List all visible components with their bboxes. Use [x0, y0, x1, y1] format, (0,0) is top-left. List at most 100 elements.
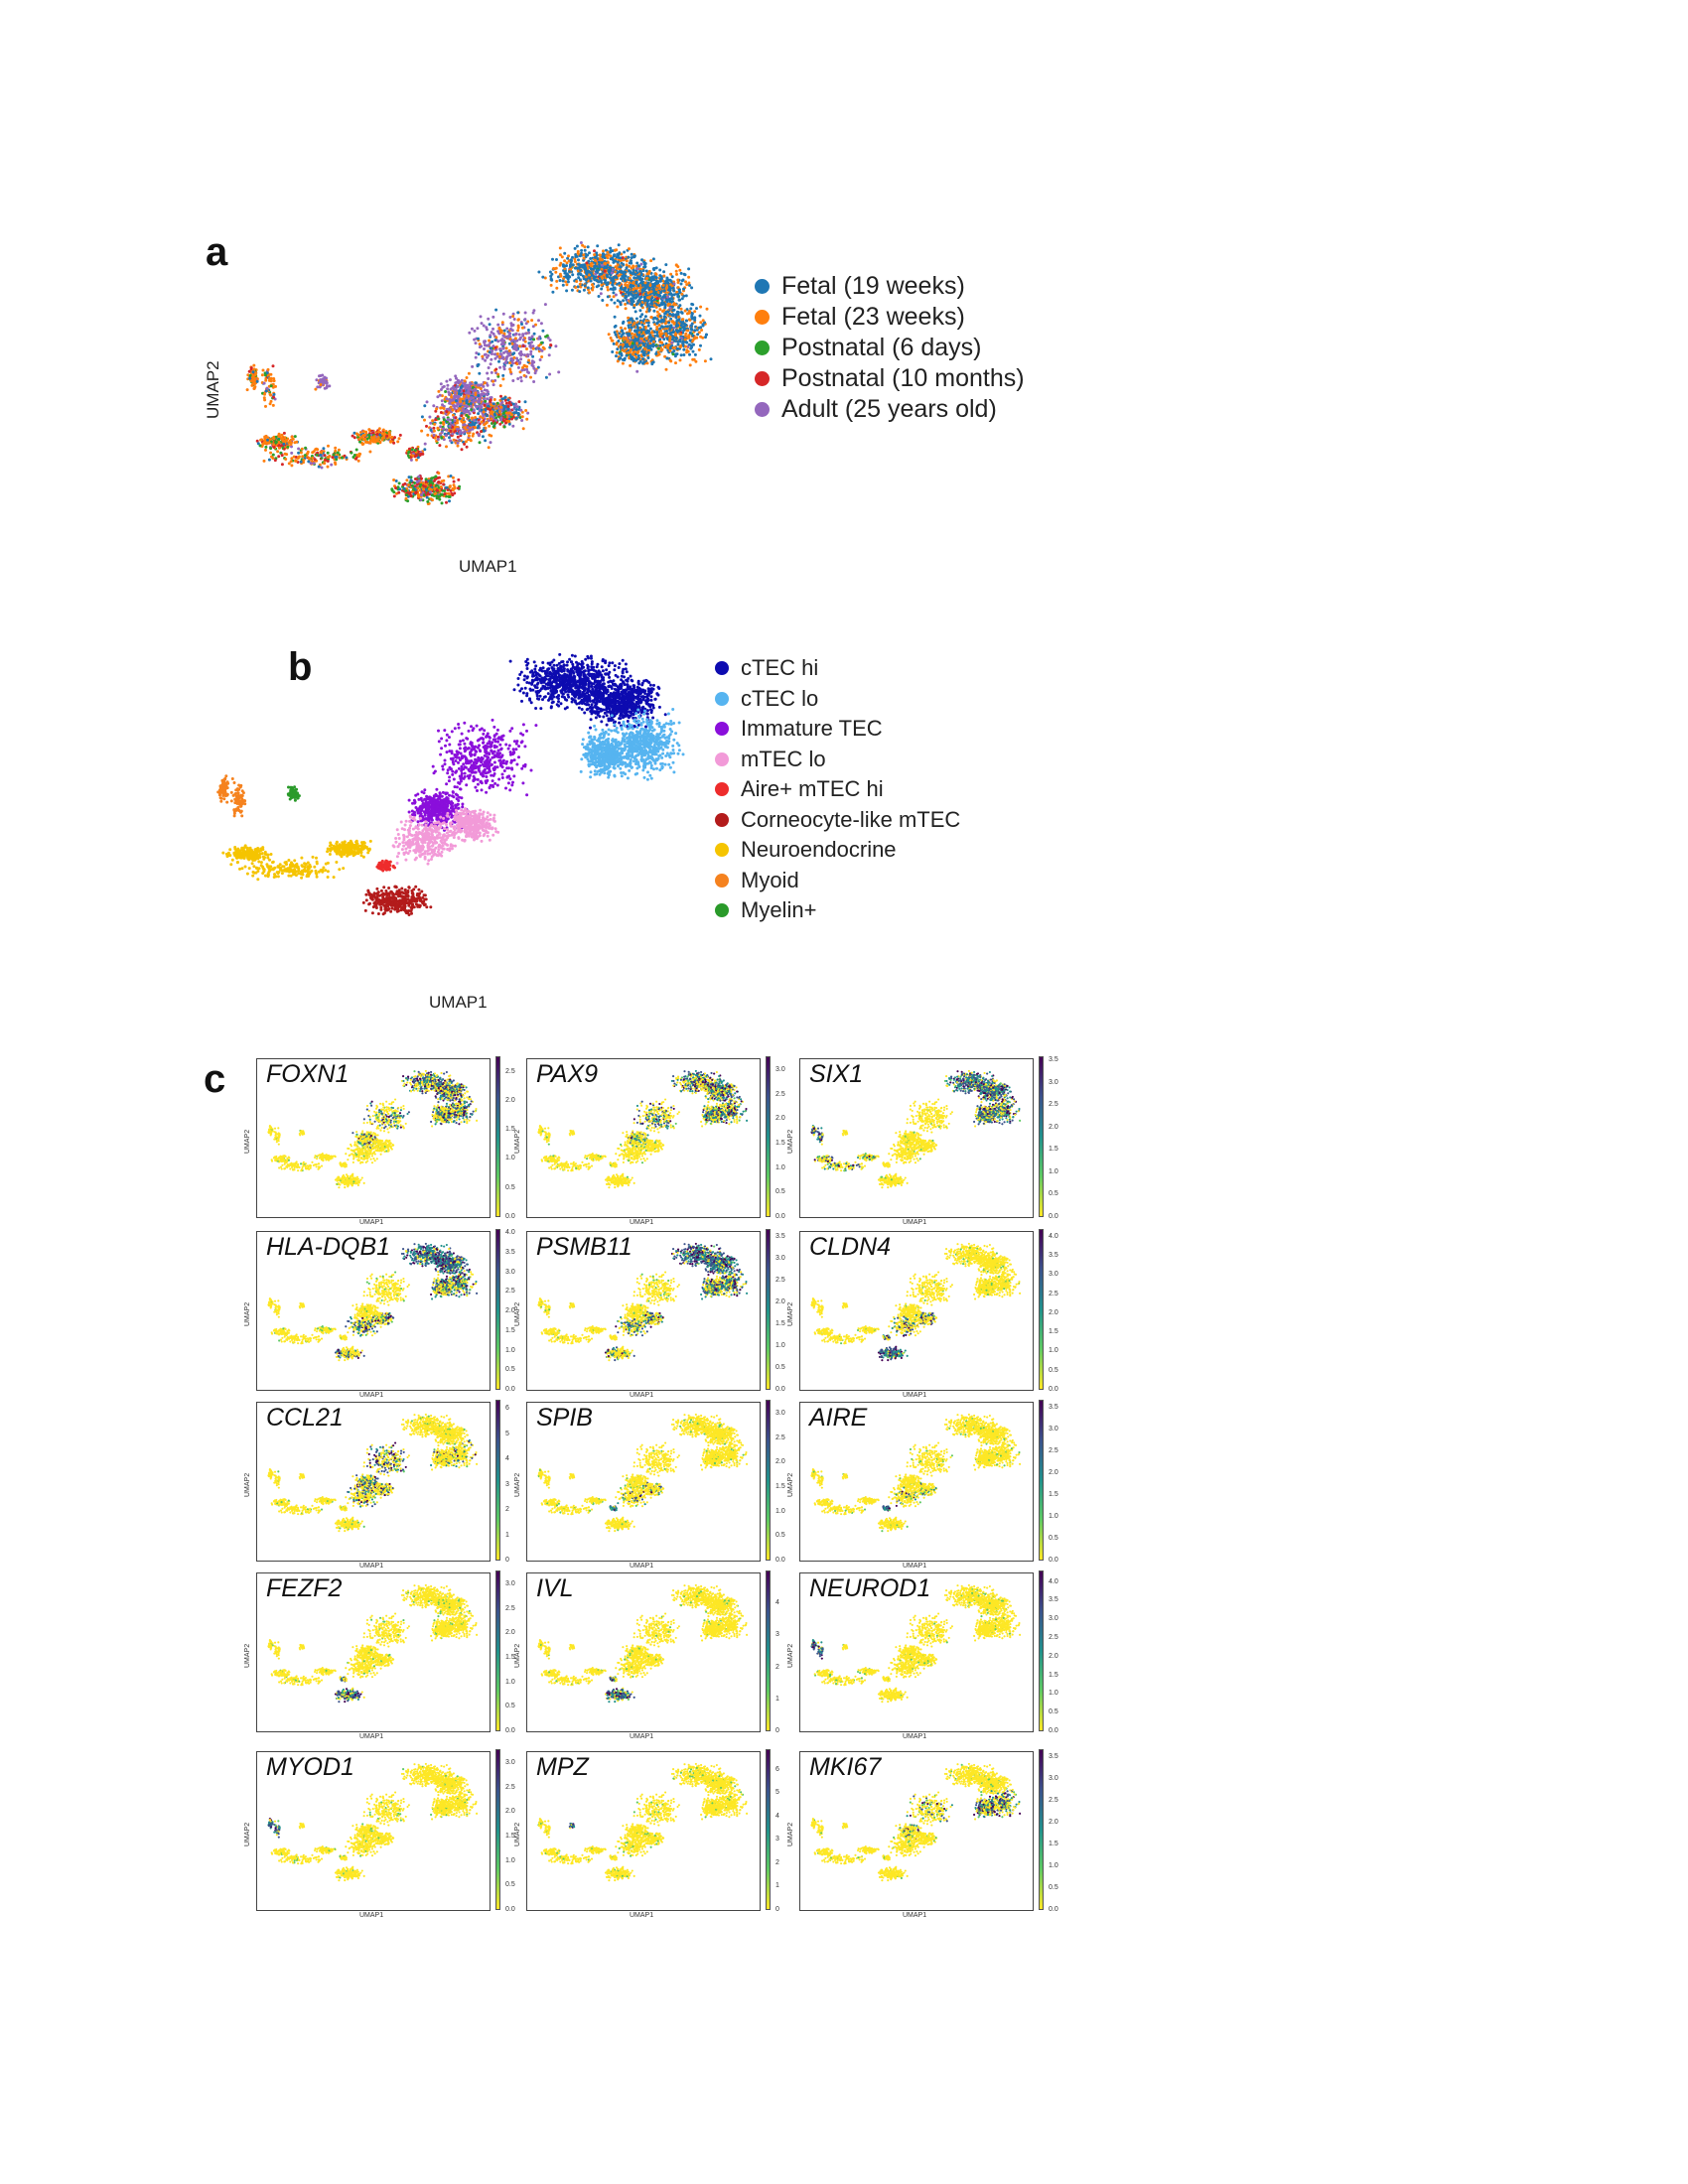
- cell-point: [631, 352, 634, 356]
- cell-point: [664, 280, 667, 283]
- cell-point: [268, 376, 272, 380]
- cell-point: [625, 344, 629, 348]
- cell-point: [617, 666, 621, 669]
- cell-point: [581, 274, 585, 278]
- cell-point: [524, 322, 528, 326]
- legend-item: Fetal (19 weeks): [755, 271, 1025, 302]
- cell-point: [635, 351, 639, 354]
- cell-point: [622, 262, 626, 266]
- cell-point: [492, 383, 495, 387]
- cell-point: [656, 346, 660, 350]
- cell-point: [641, 342, 645, 345]
- cell-point: [429, 421, 433, 425]
- cell-point: [657, 324, 661, 327]
- cell-point: [321, 373, 325, 377]
- cell-point: [248, 373, 252, 377]
- cell-point: [490, 403, 492, 407]
- cell-point: [636, 264, 640, 268]
- cell-point: [300, 447, 304, 451]
- cell-point: [484, 399, 488, 403]
- cell-point: [656, 314, 660, 318]
- cell-point: [266, 438, 269, 442]
- cell-point: [282, 442, 286, 446]
- cell-point: [613, 315, 617, 319]
- cell-point: [689, 307, 693, 311]
- cell-point: [565, 289, 569, 293]
- cell-point: [637, 361, 641, 365]
- cell-point: [472, 418, 476, 422]
- cell-point: [477, 399, 481, 403]
- cell-point: [483, 403, 487, 407]
- cell-point: [635, 261, 639, 265]
- cell-point: [655, 284, 659, 288]
- legend-item: Adult (25 years old): [755, 394, 1025, 425]
- cell-point: [600, 283, 604, 287]
- cell-point: [667, 342, 671, 346]
- cell-point: [486, 393, 490, 397]
- cell-point: [508, 367, 512, 371]
- cell-point: [269, 384, 273, 388]
- cell-point: [445, 500, 448, 504]
- cell-point: [649, 290, 653, 294]
- cell-point: [510, 341, 514, 345]
- cell-point: [439, 425, 443, 429]
- cell-point: [492, 412, 496, 416]
- cell-point: [600, 263, 604, 267]
- cell-point: [555, 279, 559, 283]
- cell-point: [367, 433, 371, 437]
- cell-point: [414, 478, 417, 480]
- cell-point: [619, 345, 623, 349]
- cell-point: [312, 450, 316, 454]
- cell-point: [539, 322, 543, 326]
- cell-point: [444, 390, 448, 393]
- cell-point: [512, 355, 516, 359]
- cell-point: [652, 309, 656, 313]
- cell-point: [617, 243, 621, 247]
- cell-point: [330, 463, 334, 467]
- cell-point: [671, 286, 675, 290]
- cell-point: [674, 361, 677, 365]
- cell-point: [451, 386, 454, 390]
- cell-point: [663, 713, 667, 717]
- cell-point: [264, 373, 267, 377]
- cell-point: [703, 321, 706, 325]
- cell-point: [634, 289, 638, 293]
- cell-point: [662, 318, 666, 322]
- cell-point: [602, 253, 606, 257]
- cell-point: [630, 303, 633, 307]
- cell-point: [614, 270, 618, 274]
- cell-point: [620, 351, 623, 355]
- cell-point: [672, 339, 676, 342]
- cell-point: [551, 290, 555, 294]
- cell-point: [609, 246, 613, 250]
- cell-point: [698, 314, 702, 318]
- cell-point: [448, 398, 452, 401]
- cell-point: [532, 380, 536, 383]
- cell-point: [687, 267, 691, 271]
- cell-point: [423, 404, 427, 408]
- cell-point: [642, 351, 645, 355]
- cell-point: [505, 327, 509, 331]
- cell-point: [464, 385, 468, 389]
- cell-point: [492, 332, 495, 336]
- cell-point: [448, 499, 451, 503]
- cell-point: [531, 346, 535, 350]
- cell-point: [666, 288, 670, 292]
- cell-point: [511, 379, 515, 382]
- cell-point: [479, 387, 483, 391]
- cell-point: [548, 372, 552, 376]
- cell-point: [677, 306, 681, 310]
- cell-point: [632, 280, 635, 284]
- cell-point: [516, 377, 520, 380]
- cell-point: [534, 323, 537, 327]
- cell-point: [436, 438, 440, 442]
- cell-point: [392, 478, 396, 481]
- cell-point: [255, 379, 259, 383]
- cell-point: [611, 350, 615, 353]
- cell-point: [660, 303, 663, 307]
- cell-point: [264, 448, 267, 452]
- cell-point: [440, 436, 444, 440]
- cell-point: [631, 336, 634, 340]
- cell-point: [675, 310, 679, 314]
- cell-point: [562, 663, 566, 667]
